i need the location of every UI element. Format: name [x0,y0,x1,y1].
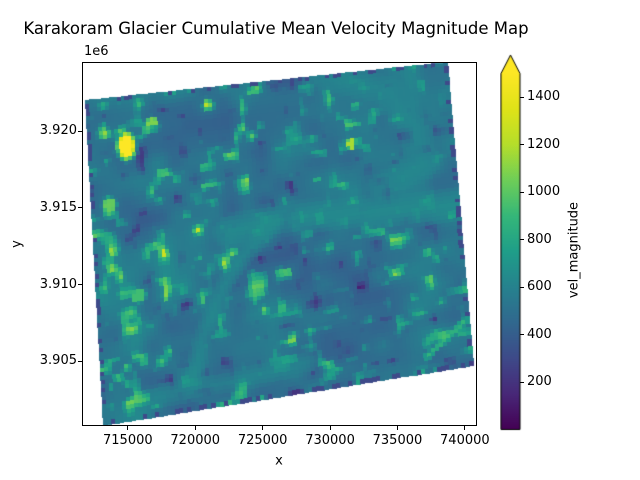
colorbar-tick-mark [520,144,524,146]
x-tick-label: 735000 [372,433,423,448]
colorbar-tick-mark [520,381,524,383]
x-axis-label: x [275,453,283,469]
y-tick-label: 3.920 [39,123,77,139]
x-tick-label: 730000 [305,433,355,448]
velocity-heatmap-raster [82,62,477,426]
y-axis-offset-label: 1e6 [84,44,109,59]
colorbar-tick-mark [520,191,524,193]
colorbar-tick-label: 1000 [527,184,561,200]
colorbar-tick-mark [520,334,524,336]
colorbar-tick-label: 400 [527,326,552,342]
colorbar-tick-label: 800 [527,231,552,247]
x-tick-mark [194,426,196,430]
y-tick-mark [78,284,82,286]
colorbar-tick-mark [520,286,524,288]
colorbar-tick-label: 200 [527,374,552,390]
y-tick-mark [78,130,82,132]
x-tick-label: 715000 [103,433,153,448]
x-tick-mark [262,426,264,430]
y-tick-mark [78,360,82,362]
colorbar-tick-label: 600 [527,279,552,295]
colorbar [500,54,522,431]
colorbar-label: vel_magnitude [566,201,582,299]
colorbar-tick-mark [520,96,524,98]
x-tick-mark [127,426,129,430]
x-tick-mark [396,426,398,430]
colorbar-tick-label: 1200 [527,136,561,152]
chart-title: Karakoram Glacier Cumulative Mean Veloci… [23,19,529,38]
y-axis-label: y [9,240,25,248]
x-tick-mark [464,426,466,430]
y-tick-label: 3.905 [39,353,77,369]
y-tick-mark [78,207,82,209]
x-tick-label: 725000 [237,433,288,448]
x-tick-mark [329,426,331,430]
y-tick-label: 3.915 [39,199,77,215]
y-tick-label: 3.910 [39,276,77,292]
x-tick-label: 740000 [440,433,490,448]
x-tick-label: 720000 [170,433,221,448]
colorbar-tick-mark [520,239,524,241]
colorbar-tick-label: 1400 [527,89,561,105]
